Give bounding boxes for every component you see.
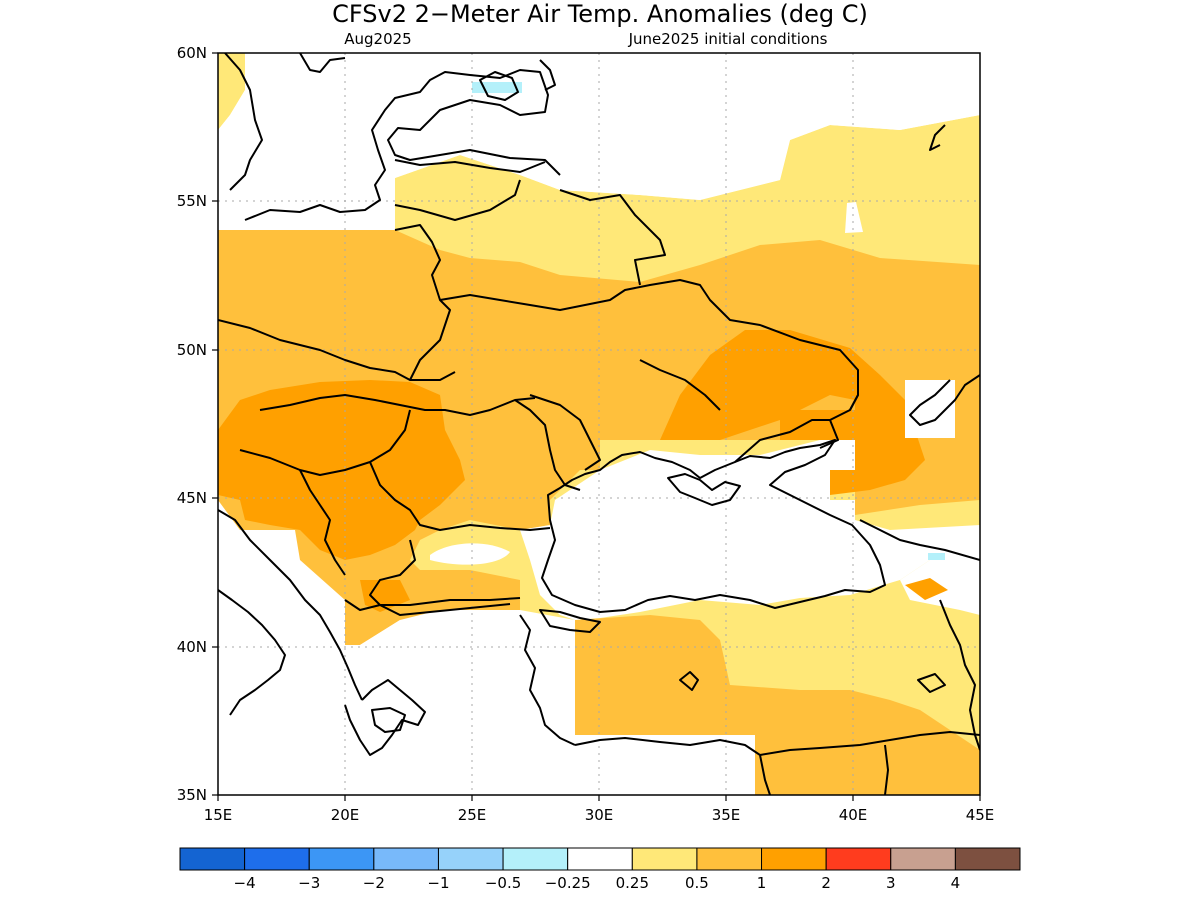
colorbar-swatch xyxy=(502,847,569,871)
coastlines-and-borders xyxy=(218,53,980,795)
border-baltics xyxy=(394,179,521,221)
white-oval-bulgaria xyxy=(430,543,510,565)
colorbar-swatch xyxy=(179,847,246,871)
lon-tick-label: 40E xyxy=(839,806,868,824)
colorbar-swatch xyxy=(890,847,956,871)
colorbar-swatch xyxy=(244,847,310,871)
border-serbia-bosnia xyxy=(299,469,346,576)
lon-tick-label: 25E xyxy=(458,806,487,824)
colorbar-swatch xyxy=(954,847,1021,871)
lat-tick-label: 55N xyxy=(177,192,207,210)
lon-tick-label: 30E xyxy=(585,806,614,824)
border-central-europe xyxy=(218,319,456,381)
turkey-south-coast xyxy=(574,737,771,795)
border-caucasus xyxy=(859,519,980,561)
border-greece-north xyxy=(344,599,511,616)
border-romania-moldova xyxy=(514,399,581,491)
colorbar-label: −1 xyxy=(427,874,449,892)
lon-tick-label: 15E xyxy=(204,806,233,824)
colorbar-label: 0.25 xyxy=(616,874,649,892)
caspian-coast xyxy=(909,374,980,426)
grid-lines xyxy=(218,53,980,795)
border-hungary-south xyxy=(239,409,411,476)
anomaly-fill-nw-patch xyxy=(218,53,245,130)
black-sea-white xyxy=(520,440,980,620)
colorbar-label: 3 xyxy=(886,874,896,892)
border-latvia-estonia xyxy=(394,159,546,173)
colorbar-swatch xyxy=(308,847,375,871)
turkey-west-coast xyxy=(519,614,576,746)
border-romania-serbia xyxy=(369,461,551,531)
lon-tick-label: 45E xyxy=(966,806,995,824)
river-volga-fragment xyxy=(929,124,946,151)
chart-title: CFSv2 2−Meter Air Temp. Anomalies (deg C… xyxy=(332,0,868,28)
border-poland-belarus xyxy=(394,224,451,381)
lat-tick-label: 45N xyxy=(177,489,207,507)
anomaly-fill-dark-orange-small xyxy=(905,578,948,600)
colorbar-label: −4 xyxy=(234,874,256,892)
border-turkey-syria xyxy=(759,731,980,756)
marmara-coast xyxy=(539,609,601,633)
light-blue-patch-east xyxy=(928,553,945,560)
lat-tick-label: 50N xyxy=(177,341,207,359)
map-panel xyxy=(218,53,980,795)
onega-lake xyxy=(539,59,556,91)
scandinavia-coast xyxy=(224,53,263,191)
lake-van xyxy=(917,673,946,693)
white-cell-caspian-patch xyxy=(905,380,955,438)
colorbar-swatch xyxy=(373,847,439,871)
lon-tick-labels: 15E 20E 25E 30E 35E 40E 45E xyxy=(204,806,995,824)
colorbar-swatch xyxy=(567,847,633,871)
border-russia-ukraine-south xyxy=(829,394,859,421)
colorbar-label: 1 xyxy=(757,874,767,892)
border-moldova-ukraine xyxy=(529,394,601,471)
border-belarus-russia xyxy=(559,189,666,286)
black-sea-coast xyxy=(541,439,886,613)
peloponnese-coast xyxy=(371,707,406,733)
lon-tick-label: 35E xyxy=(712,806,741,824)
adriatic-coast xyxy=(218,509,363,701)
colorbar-swatch xyxy=(631,847,698,871)
subtitle-left: Aug2025 xyxy=(344,30,411,48)
white-spot-north xyxy=(845,202,863,233)
lat-tick-label: 40N xyxy=(177,638,207,656)
colorbar: −4 −3 −2 −1 −0.5 −0.25 0.25 0.5 1 2 3 4 xyxy=(179,847,1021,892)
greece-coast xyxy=(344,679,426,756)
ladoga-lake xyxy=(479,71,519,101)
river-dnieper xyxy=(639,359,721,411)
white-cell-aegean xyxy=(218,590,575,795)
colorbar-swatch xyxy=(696,847,763,871)
colorbar-swatch xyxy=(825,847,892,871)
colorbar-label: 2 xyxy=(821,874,831,892)
baltic-coast xyxy=(244,69,561,221)
azov-coast xyxy=(734,419,839,463)
tuz-lake xyxy=(679,671,699,691)
crimea-coast xyxy=(667,473,741,506)
anomaly-fill-orange-anatolia xyxy=(575,615,980,795)
border-bulgaria-south xyxy=(369,539,521,606)
subtitle-right: June2025 initial conditions xyxy=(628,30,828,48)
colorbar-label: 0.5 xyxy=(685,874,709,892)
lat-tick-labels: 60N 55N 50N 45N 40N 35N xyxy=(177,44,207,804)
border-syria-iraq xyxy=(884,744,889,795)
lon-tick-label: 20E xyxy=(331,806,360,824)
colorbar-label: −3 xyxy=(298,874,320,892)
finland-coast xyxy=(299,53,346,73)
colorbar-label: 4 xyxy=(951,874,961,892)
colorbar-label: −2 xyxy=(363,874,385,892)
lat-tick-label: 60N xyxy=(177,44,207,62)
border-turkey-east xyxy=(939,599,980,751)
border-belarus-ukraine xyxy=(439,279,859,411)
lat-tick-label: 35N xyxy=(177,786,207,804)
italy-coast xyxy=(218,589,286,716)
colorbar-swatch xyxy=(761,847,827,871)
border-slovakia-hungary xyxy=(259,394,536,416)
white-cell-nw xyxy=(218,53,395,230)
colorbar-swatch xyxy=(437,847,504,871)
axis-ticks xyxy=(212,52,981,801)
colorbar-label: −0.5 xyxy=(485,874,521,892)
colorbar-label: −0.25 xyxy=(545,874,591,892)
